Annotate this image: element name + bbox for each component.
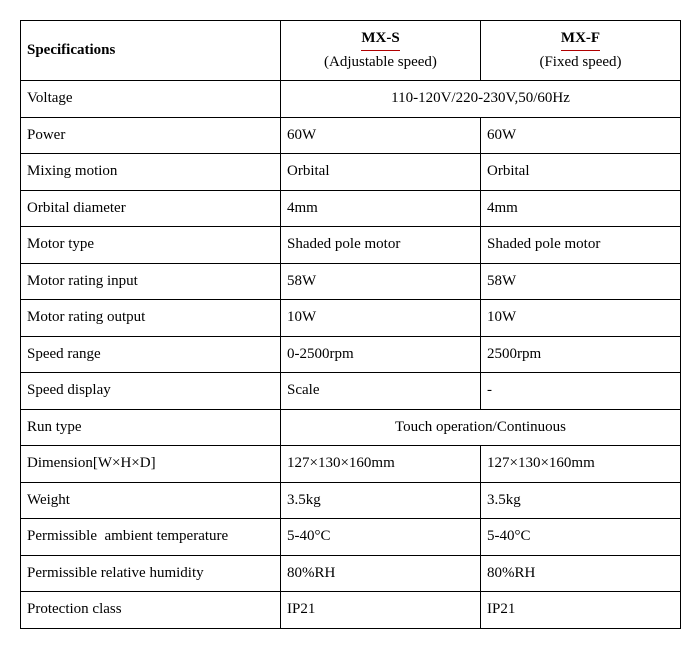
row-value-2: Orbital <box>481 154 681 191</box>
row-value-2: 5-40°C <box>481 519 681 556</box>
table-row: Protection classIP21IP21 <box>21 592 681 629</box>
row-value-2: 2500rpm <box>481 336 681 373</box>
header-specifications: Specifications <box>21 21 281 81</box>
row-label: Permissible relative humidity <box>21 555 281 592</box>
row-value-2: 10W <box>481 300 681 337</box>
row-value-2: 127×130×160mm <box>481 446 681 483</box>
table-row: Run typeTouch operation/Continuous <box>21 409 681 446</box>
row-value-2: 80%RH <box>481 555 681 592</box>
row-value-1: Orbital <box>281 154 481 191</box>
row-value-1: 0-2500rpm <box>281 336 481 373</box>
row-label: Motor rating input <box>21 263 281 300</box>
specifications-table: Specifications MX-S (Adjustable speed) M… <box>20 20 681 629</box>
row-value-1: Shaded pole motor <box>281 227 481 264</box>
row-value-2: 60W <box>481 117 681 154</box>
row-value-2: Shaded pole motor <box>481 227 681 264</box>
table-row: Permissible ambient temperature5-40°C5-4… <box>21 519 681 556</box>
row-value-2: 3.5kg <box>481 482 681 519</box>
row-label: Speed range <box>21 336 281 373</box>
row-value-1: 127×130×160mm <box>281 446 481 483</box>
table-row: Speed range0-2500rpm2500rpm <box>21 336 681 373</box>
header-row: Specifications MX-S (Adjustable speed) M… <box>21 21 681 81</box>
row-value-2: IP21 <box>481 592 681 629</box>
row-label: Run type <box>21 409 281 446</box>
table-row: Orbital diameter4mm4mm <box>21 190 681 227</box>
table-row: Voltage110-120V/220-230V,50/60Hz <box>21 81 681 118</box>
row-value-1: 3.5kg <box>281 482 481 519</box>
row-value-1: 60W <box>281 117 481 154</box>
row-label: Power <box>21 117 281 154</box>
row-value-1: 4mm <box>281 190 481 227</box>
row-value-1: 80%RH <box>281 555 481 592</box>
header-col-2: MX-F (Fixed speed) <box>481 21 681 81</box>
row-value-1: 58W <box>281 263 481 300</box>
table-row: Motor rating input58W58W <box>21 263 681 300</box>
table-row: Motor rating output10W10W <box>21 300 681 337</box>
row-label: Permissible ambient temperature <box>21 519 281 556</box>
row-value-2: - <box>481 373 681 410</box>
row-value-1: Scale <box>281 373 481 410</box>
row-label: Speed display <box>21 373 281 410</box>
model-sub-2: (Fixed speed) <box>487 53 674 73</box>
row-value-merged: 110-120V/220-230V,50/60Hz <box>281 81 681 118</box>
model-name-1: MX-S <box>361 29 399 51</box>
table-body: Voltage110-120V/220-230V,50/60HzPower60W… <box>21 81 681 629</box>
table-row: Motor typeShaded pole motorShaded pole m… <box>21 227 681 264</box>
row-value-1: 10W <box>281 300 481 337</box>
row-label: Motor type <box>21 227 281 264</box>
row-value-1: 5-40°C <box>281 519 481 556</box>
table-row: Permissible relative humidity80%RH80%RH <box>21 555 681 592</box>
row-value-merged: Touch operation/Continuous <box>281 409 681 446</box>
row-value-2: 58W <box>481 263 681 300</box>
row-label: Mixing motion <box>21 154 281 191</box>
model-name-2: MX-F <box>561 29 600 51</box>
row-label: Weight <box>21 482 281 519</box>
table-row: Mixing motionOrbitalOrbital <box>21 154 681 191</box>
row-value-1: IP21 <box>281 592 481 629</box>
table-row: Speed displayScale- <box>21 373 681 410</box>
table-row: Power60W60W <box>21 117 681 154</box>
row-label: Orbital diameter <box>21 190 281 227</box>
row-label: Voltage <box>21 81 281 118</box>
row-label: Motor rating output <box>21 300 281 337</box>
model-sub-1: (Adjustable speed) <box>287 53 474 73</box>
table-row: Dimension[W×H×D]127×130×160mm127×130×160… <box>21 446 681 483</box>
table-row: Weight3.5kg3.5kg <box>21 482 681 519</box>
row-label: Protection class <box>21 592 281 629</box>
row-label: Dimension[W×H×D] <box>21 446 281 483</box>
row-value-2: 4mm <box>481 190 681 227</box>
header-col-1: MX-S (Adjustable speed) <box>281 21 481 81</box>
